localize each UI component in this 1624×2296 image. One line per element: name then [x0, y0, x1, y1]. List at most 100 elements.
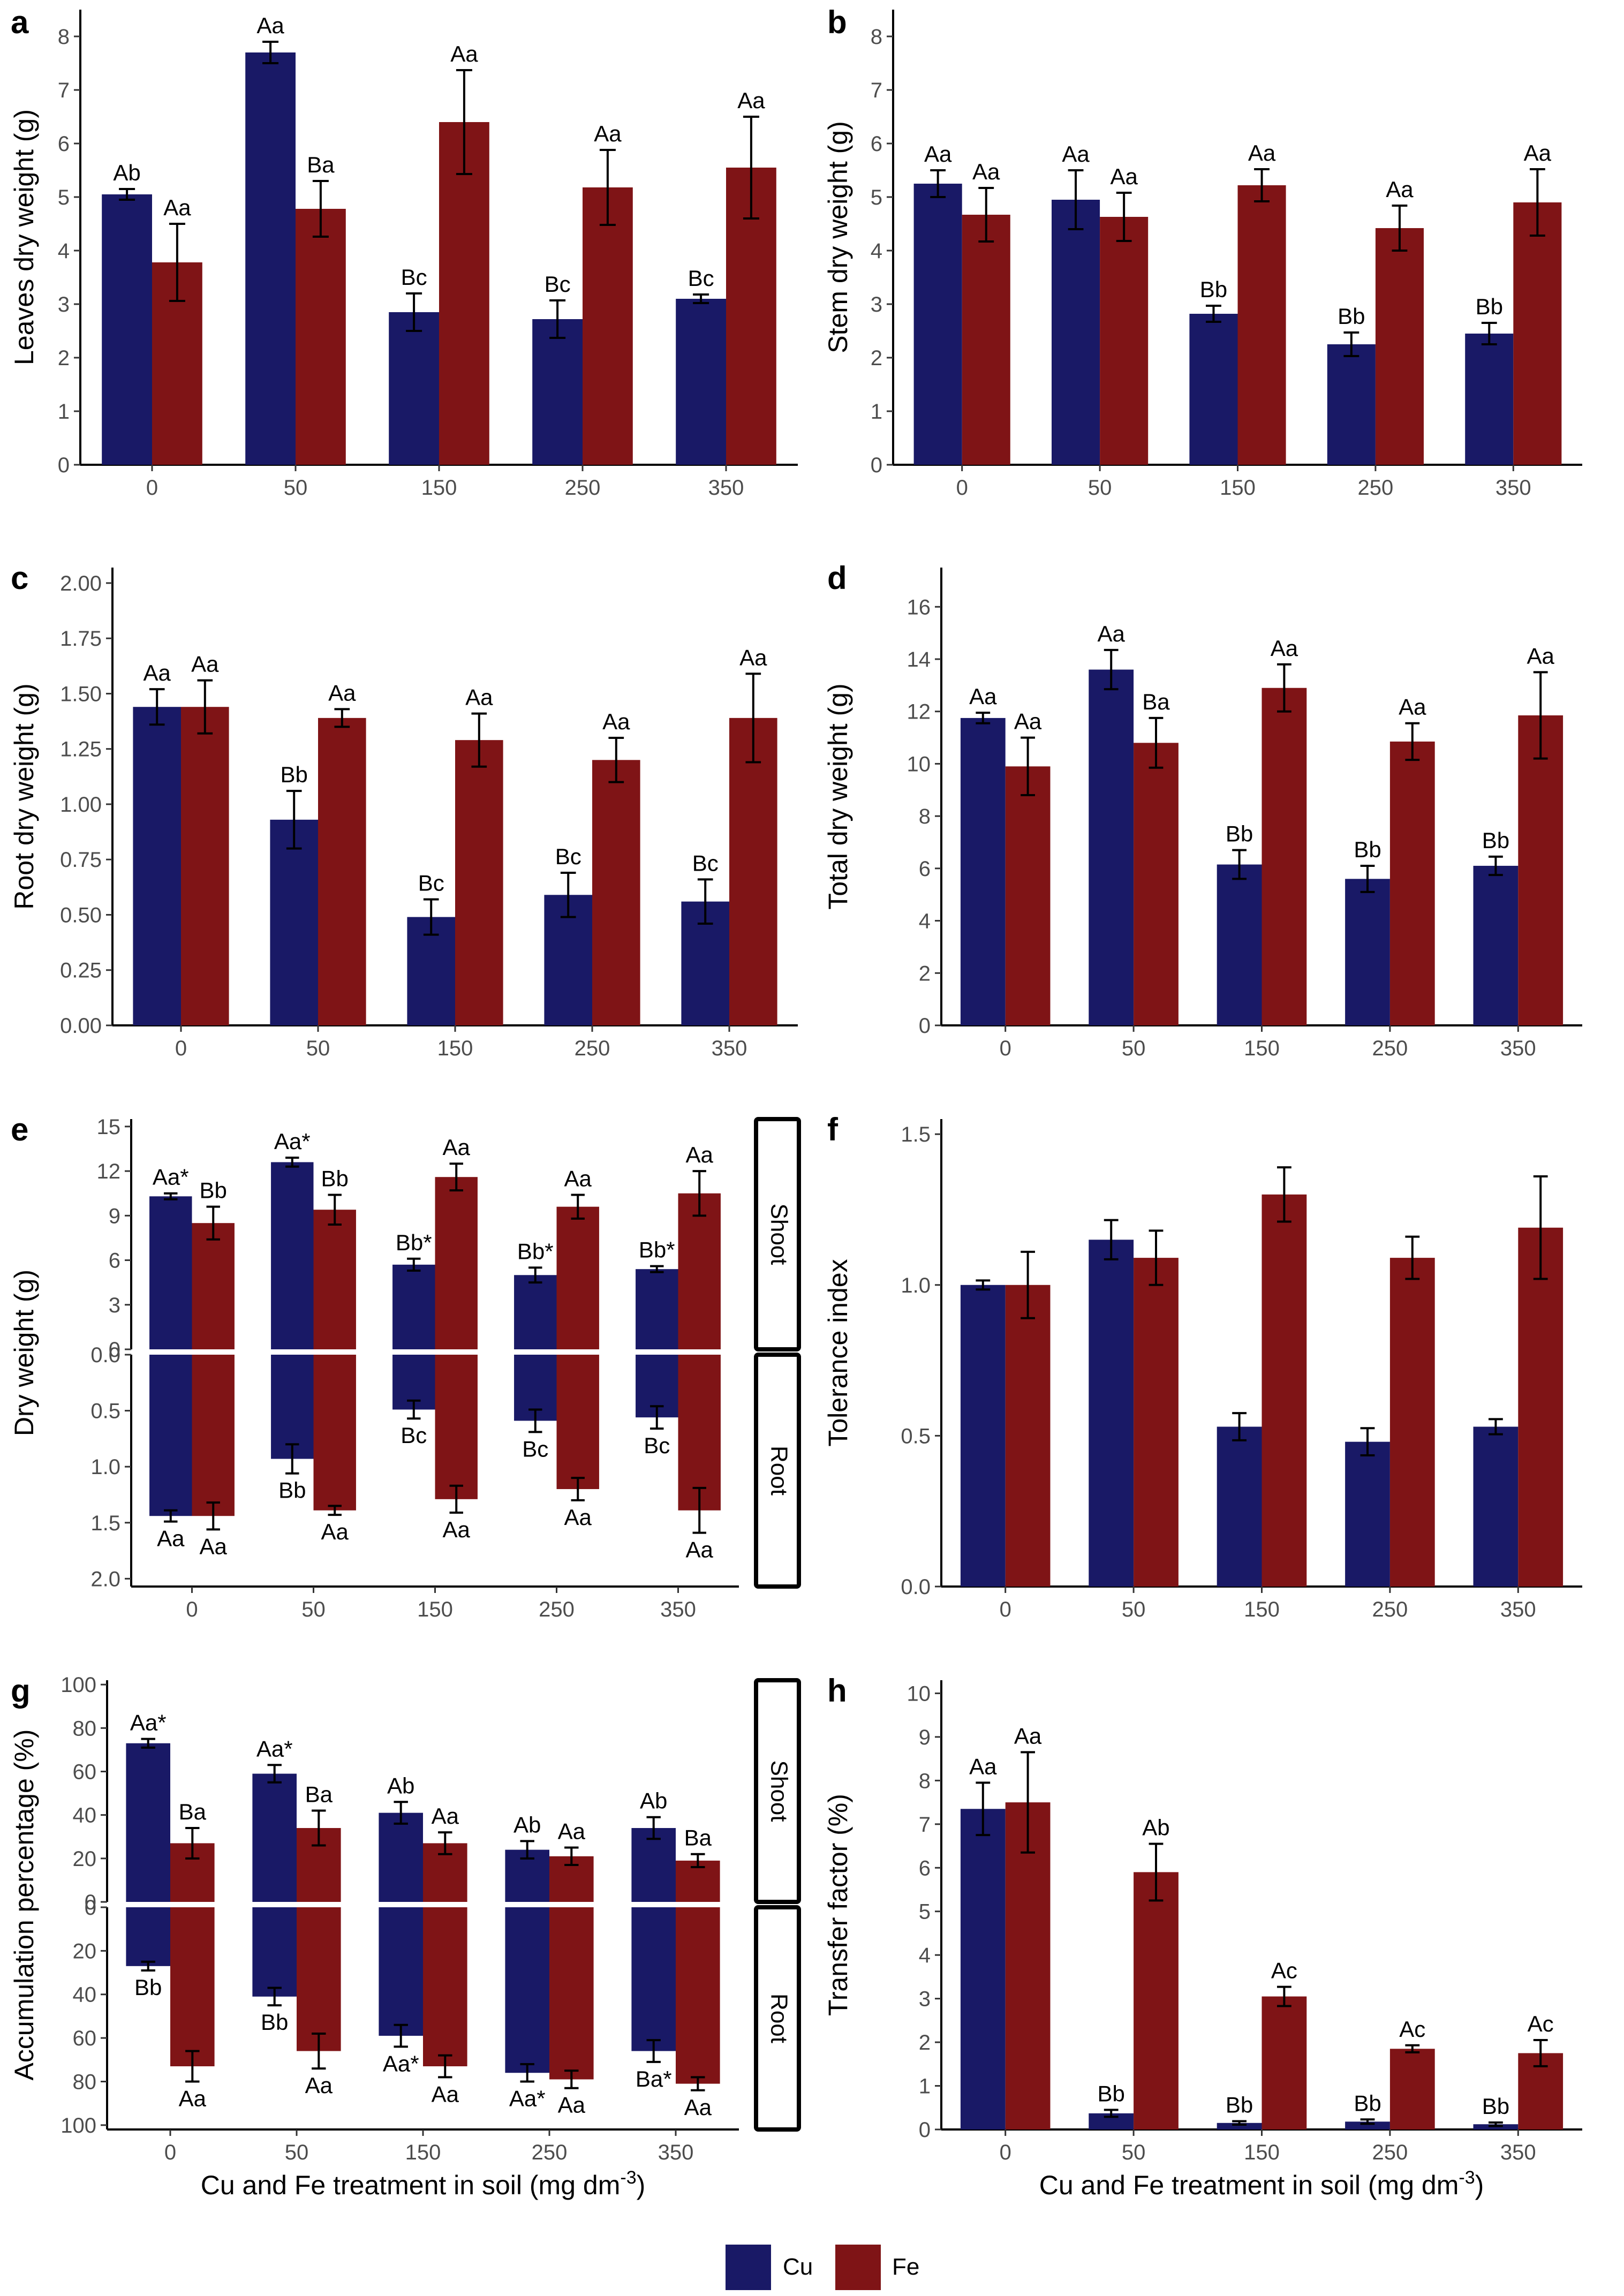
- data-label: Aa: [143, 660, 171, 685]
- x-tick-label: 150: [1244, 2141, 1280, 2164]
- y-tick-label: 12: [97, 1160, 121, 1183]
- y-tick-label: 3: [58, 293, 70, 316]
- x-tick-label: 350: [708, 476, 744, 500]
- data-label: Aa: [564, 1166, 592, 1191]
- y-tick-label: 14: [907, 648, 931, 671]
- data-label: Ac: [1271, 1958, 1297, 1983]
- data-label: Aa: [972, 159, 1000, 184]
- x-title-superscript: -3: [1459, 2167, 1475, 2188]
- data-label: Aa*: [153, 1165, 189, 1190]
- x-tick-label: 350: [1500, 1598, 1536, 1621]
- data-label: Aa: [321, 1519, 349, 1544]
- data-label: Aa: [443, 1135, 471, 1160]
- x-tick-label: 50: [1122, 2141, 1146, 2164]
- x-title-close: ): [637, 2170, 646, 2200]
- data-label: Ab: [113, 160, 140, 185]
- y-tick-label: 4: [871, 239, 882, 263]
- data-label: Aa: [686, 1142, 714, 1167]
- y-tick-label: 10: [907, 752, 931, 776]
- y-tick-label: 2: [871, 346, 882, 370]
- facet-strip-label: Root: [766, 1993, 792, 2043]
- y-axis-title: Tolerance index: [823, 1259, 853, 1446]
- data-label: Aa: [558, 1819, 586, 1844]
- data-label: Bc: [644, 1433, 670, 1458]
- data-label: Aa: [969, 684, 997, 709]
- y-axis-title: Leaves dry weight (g): [9, 109, 39, 365]
- bar-cu: [133, 707, 181, 1025]
- bar-cu: [676, 299, 726, 465]
- legend-key-cu: [726, 2245, 771, 2290]
- x-tick-label: 50: [301, 1598, 326, 1621]
- data-label: Aa: [969, 1754, 997, 1779]
- data-label: Bb: [1226, 821, 1253, 847]
- y-tick-label: 7: [871, 79, 882, 102]
- panel-label-h: h: [827, 1673, 847, 1709]
- y-tick-label: 4: [58, 239, 70, 263]
- bar-cu: [1052, 200, 1100, 465]
- bar-fe: [1262, 688, 1307, 1025]
- y-tick-label: 5: [58, 186, 70, 209]
- data-label: Aa: [450, 41, 478, 66]
- data-label: Ba: [307, 152, 335, 177]
- bar-cu: [149, 1355, 192, 1516]
- data-label: Aa: [191, 652, 219, 677]
- bar-fe: [1134, 1258, 1179, 1587]
- bar-cu: [1473, 1426, 1519, 1587]
- x-tick-label: 150: [1244, 1037, 1280, 1060]
- y-tick-label: 20: [73, 1939, 97, 1963]
- data-label: Aa: [1524, 140, 1552, 165]
- plot-area: 0 1 2 3 4 5 6 7 8 Aa Aa Bb Bb Bb Aa Aa Aa Aa Aa: [871, 10, 1582, 477]
- data-label: Aa: [686, 1537, 714, 1562]
- x-tick-label: 250: [575, 1037, 610, 1060]
- data-label: Aa*: [383, 2051, 419, 2076]
- y-tick-label: 2: [58, 346, 70, 370]
- plot-area: 0.00 0.25 0.50 0.75 1.00 1.25 1.50 1.75 2.00 Aa Bb…: [60, 568, 798, 1038]
- bar-cu: [1089, 669, 1134, 1025]
- y-tick-label: 1.75: [60, 627, 102, 651]
- y-tick-label: 6: [109, 1249, 120, 1273]
- panel-label-c: c: [11, 560, 28, 596]
- y-tick-label: 4: [919, 910, 931, 933]
- data-label: Aa: [739, 645, 767, 670]
- x-axis-title-left: Cu and Fe treatment in soil (mg dm-3): [201, 2167, 646, 2200]
- y-tick-label: 10: [907, 1682, 931, 1705]
- data-label: Ab: [1142, 1815, 1169, 1840]
- bar-cu: [1465, 334, 1514, 465]
- y-tick-label: 16: [907, 595, 931, 619]
- bar-fe: [181, 707, 229, 1025]
- y-tick-label: 5: [871, 186, 882, 209]
- y-tick-label: 100: [61, 2114, 96, 2138]
- x-tick-label: 350: [660, 1598, 696, 1621]
- y-tick-label: 6: [871, 132, 882, 156]
- data-label: Aa: [305, 2073, 333, 2098]
- x-tick-label: 0: [1000, 1037, 1011, 1060]
- x-tick-label: 250: [1358, 476, 1394, 500]
- x-tick-label: 350: [1500, 1037, 1536, 1060]
- x-tick-label: 0: [956, 476, 968, 500]
- bar-fe: [676, 1907, 720, 2084]
- facet-strip-label: Root: [766, 1446, 792, 1496]
- y-tick-label: 0.5: [90, 1400, 120, 1423]
- bar-cu: [389, 312, 439, 465]
- data-label: Ab: [513, 1812, 541, 1837]
- y-axis-title: Total dry weight (g): [823, 683, 853, 909]
- legend-key-fe: [835, 2245, 881, 2290]
- bar-cu: [1345, 2121, 1390, 2129]
- bar-cu: [505, 1907, 549, 2073]
- bar-cu: [102, 194, 152, 465]
- x-tick-label: 0: [186, 1598, 198, 1621]
- y-tick-label: 0: [85, 1896, 96, 1920]
- data-label: Aa: [432, 1803, 459, 1829]
- data-label: Bb*: [396, 1230, 432, 1255]
- y-tick-label: 1.50: [60, 682, 102, 706]
- data-label: Aa: [1248, 140, 1276, 165]
- data-label: Aa: [157, 1526, 185, 1551]
- data-label: Ba: [179, 1799, 207, 1824]
- facet-root: 0 20 40 60 80 100 Bb Bb Aa* Aa* Ba* Aa Aa Aa Aa Aa Root: [61, 1896, 801, 2138]
- bar-fe: [549, 1907, 594, 2080]
- bar-cu: [636, 1269, 678, 1349]
- bar-fe: [1513, 202, 1562, 465]
- bar-fe: [1005, 766, 1051, 1025]
- bar-fe: [1134, 743, 1179, 1025]
- x-tick-label: 250: [1372, 1037, 1408, 1060]
